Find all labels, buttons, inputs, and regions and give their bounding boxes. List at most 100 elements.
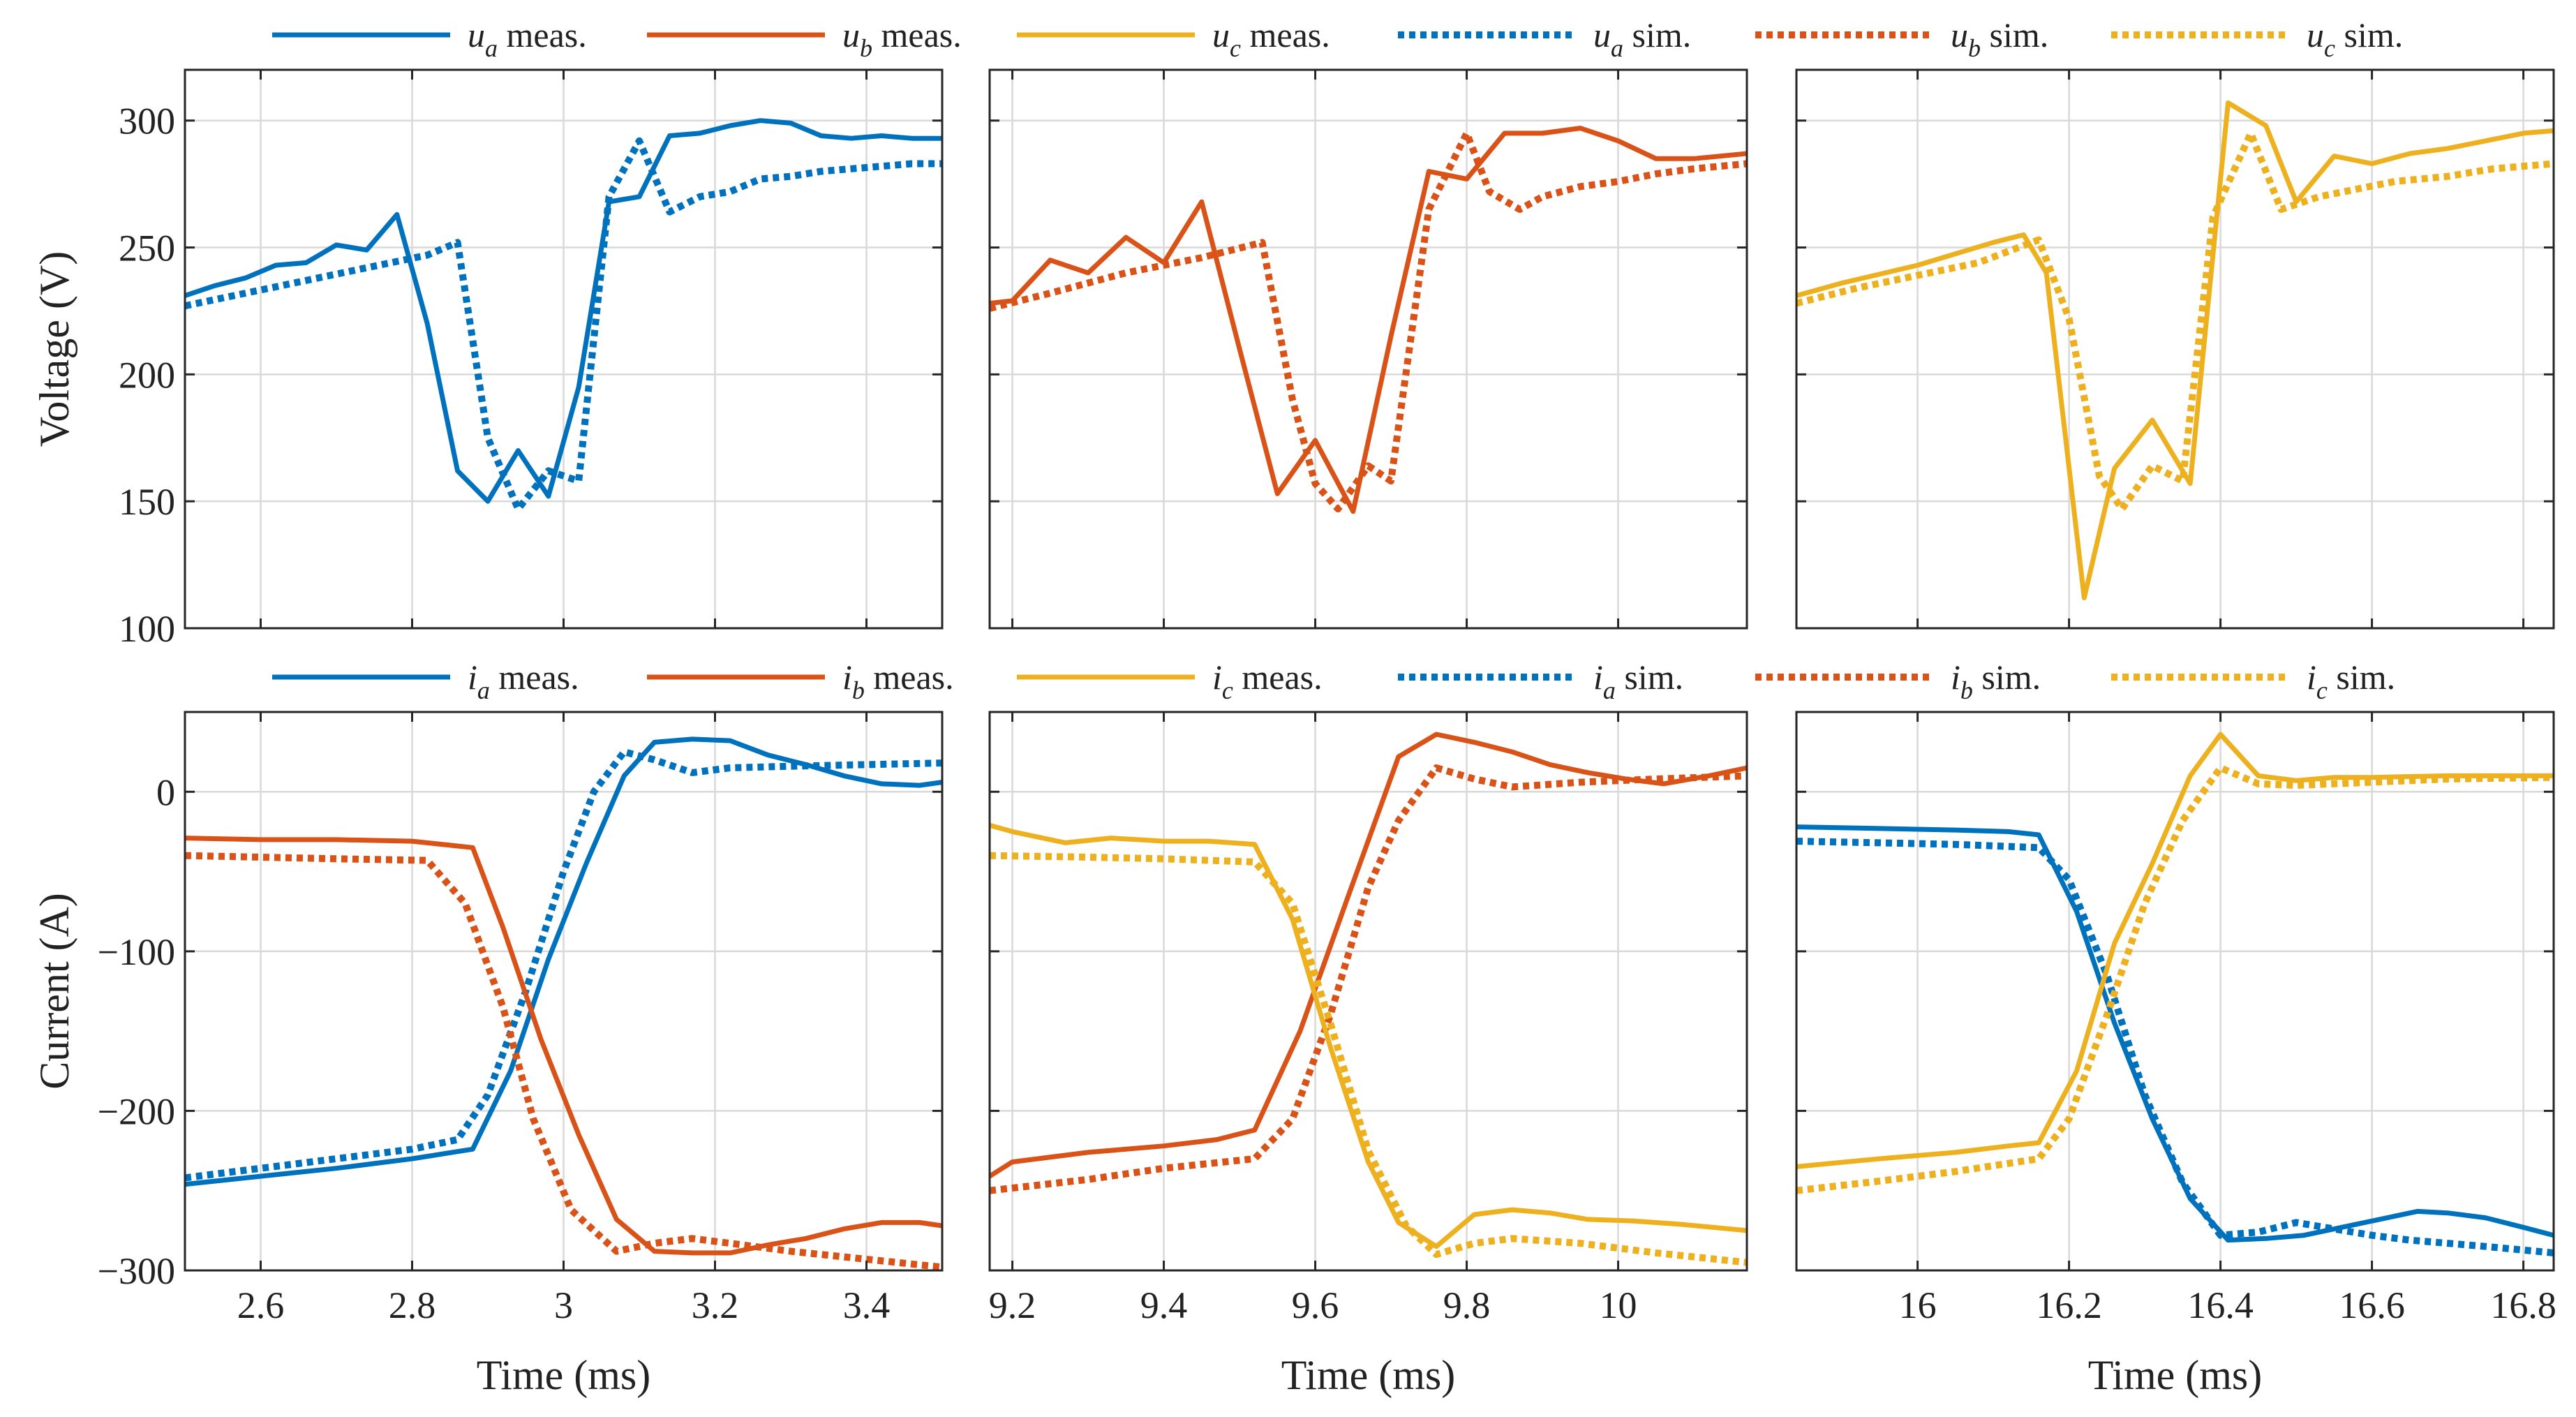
legend-subscript: c	[2316, 676, 2328, 704]
legend-item: ua sim.	[1398, 15, 1691, 62]
y-tick-label: 200	[119, 354, 175, 396]
series-i-c-sim	[990, 852, 1747, 1266]
legend-symbol: i	[1951, 658, 1960, 697]
legend-suffix: meas.	[1241, 15, 1330, 54]
x-tick-label: 16.2	[2036, 1284, 2102, 1326]
legend-symbol: i	[1593, 658, 1603, 697]
legend-symbol: u	[1593, 15, 1611, 54]
legend-subscript: b	[860, 34, 872, 62]
legend-suffix: sim.	[1973, 658, 2041, 697]
x-tick-label: 16.8	[2490, 1284, 2556, 1326]
legend-label: uc meas.	[1212, 15, 1330, 62]
x-tick-label: 9.6	[1292, 1284, 1339, 1326]
series-u-c-sim	[1796, 129, 2554, 513]
series-group	[990, 126, 1747, 514]
series-i-c-meas	[1796, 732, 2554, 1169]
series-u-b-meas	[990, 126, 1747, 514]
series-i-b-sim	[185, 852, 942, 1270]
legend-subscript: c	[1222, 676, 1233, 704]
axes-box	[988, 68, 1748, 630]
x-tick-label: 2.8	[389, 1284, 436, 1326]
legend-item: ib meas.	[647, 658, 954, 704]
x-tick-label: 9.8	[1443, 1284, 1491, 1326]
series-i-b-meas	[990, 732, 1747, 1179]
x-axis-label: Time (ms)	[1281, 1352, 1456, 1398]
y-tick-label: −200	[98, 1090, 175, 1132]
series-group	[185, 118, 942, 513]
legend-subscript: c	[1230, 34, 1241, 62]
x-tick-label: 9.4	[1140, 1284, 1188, 1326]
legend-item: ic sim.	[2111, 658, 2395, 704]
legend-symbol: i	[842, 658, 852, 697]
legend-suffix: sim.	[1616, 658, 1683, 697]
y-tick-label: 0	[156, 771, 175, 813]
y-tick-label: 300	[119, 101, 175, 142]
legend-item: uc sim.	[2111, 15, 2403, 62]
legend-item: ic meas.	[1017, 658, 1323, 704]
legend-item: ia sim.	[1398, 658, 1683, 704]
x-tick-label: 3.4	[843, 1284, 891, 1326]
legend-suffix: meas.	[865, 658, 954, 697]
legend-item: ia meas.	[272, 658, 579, 704]
legend-symbol: u	[842, 15, 860, 54]
legend-symbol: u	[1951, 15, 1968, 54]
legend-suffix: meas.	[872, 15, 962, 54]
legend-label: ia meas.	[468, 658, 579, 704]
legend-symbol: u	[1212, 15, 1230, 54]
legend-label: ia sim.	[1593, 658, 1683, 704]
legend-suffix: sim.	[1623, 15, 1691, 54]
legend-suffix: meas.	[498, 15, 587, 54]
y-tick-label: 250	[119, 228, 175, 269]
series-i-c-meas	[990, 822, 1747, 1249]
legend-label: ib meas.	[842, 658, 954, 704]
panel-r1c1: 9.2 9.4 9.6 9.8 10 Time (ms)	[988, 711, 1748, 1398]
legend-label: ua sim.	[1593, 15, 1691, 62]
axes-box	[988, 711, 1748, 1272]
series-i-a-sim	[1796, 838, 2554, 1256]
y-tick-label: 100	[119, 608, 175, 650]
legend-suffix: sim.	[2328, 658, 2395, 697]
legend-symbol: i	[1212, 658, 1222, 697]
legend-subscript: b	[852, 676, 865, 704]
x-tick-label: 3	[554, 1284, 573, 1326]
series-i-b-meas	[185, 836, 942, 1256]
series-u-c-meas	[1796, 100, 2554, 600]
legend-label: ub sim.	[1951, 15, 2048, 62]
legend-label: ua meas.	[468, 15, 587, 62]
y-tick-label: 150	[119, 481, 175, 523]
legend-label: ib sim.	[1951, 658, 2041, 704]
legend-symbol: u	[2307, 15, 2324, 54]
legend-subscript: a	[1611, 34, 1623, 62]
panel-r1c0: 2.6 2.8 3 3.2 3.4 −300 −200 −100 0 Time (ms) Curre…	[31, 711, 944, 1398]
axes-box	[1795, 68, 2555, 630]
legend-row-0: ua meas. ub meas. uc meas. ua sim. ub sim. uc…	[272, 15, 2403, 62]
legend-subscript: b	[1968, 34, 1981, 62]
legend-row-1: ia meas. ib meas. ic meas. ia sim. ib sim. ic…	[272, 658, 2395, 704]
legend-suffix: sim.	[2335, 15, 2403, 54]
x-tick-label: 3.2	[692, 1284, 739, 1326]
series-group	[1796, 100, 2554, 600]
x-tick-label: 16	[1899, 1284, 1937, 1326]
series-i-a-meas	[1796, 824, 2554, 1243]
legend-item: ib sim.	[1755, 658, 2041, 704]
legend-item: ua meas.	[272, 15, 587, 62]
y-tick-label: −300	[98, 1250, 175, 1292]
legend-label: ic sim.	[2307, 658, 2395, 704]
legend-suffix: meas.	[490, 658, 579, 697]
legend-suffix: sim.	[1981, 15, 2048, 54]
series-i-c-sim	[1796, 764, 2554, 1194]
legend-label: uc sim.	[2307, 15, 2403, 62]
legend-label: ub meas.	[842, 15, 962, 62]
legend-subscript: a	[1603, 676, 1616, 704]
y-axis-label: Voltage (V)	[31, 251, 77, 447]
legend-suffix: meas.	[1233, 658, 1323, 697]
legend-symbol: i	[2307, 658, 2316, 697]
x-tick-label: 9.2	[989, 1284, 1036, 1326]
panel-r1c2: 16 16.2 16.4 16.6 16.8 Time (ms)	[1795, 711, 2556, 1398]
series-group	[185, 736, 942, 1270]
panel-r0c0: 100 150 200 250 300 Voltage (V)	[31, 68, 944, 650]
axes-box	[1795, 711, 2555, 1272]
series-group	[1796, 732, 2554, 1256]
series-i-a-sim	[185, 748, 942, 1182]
